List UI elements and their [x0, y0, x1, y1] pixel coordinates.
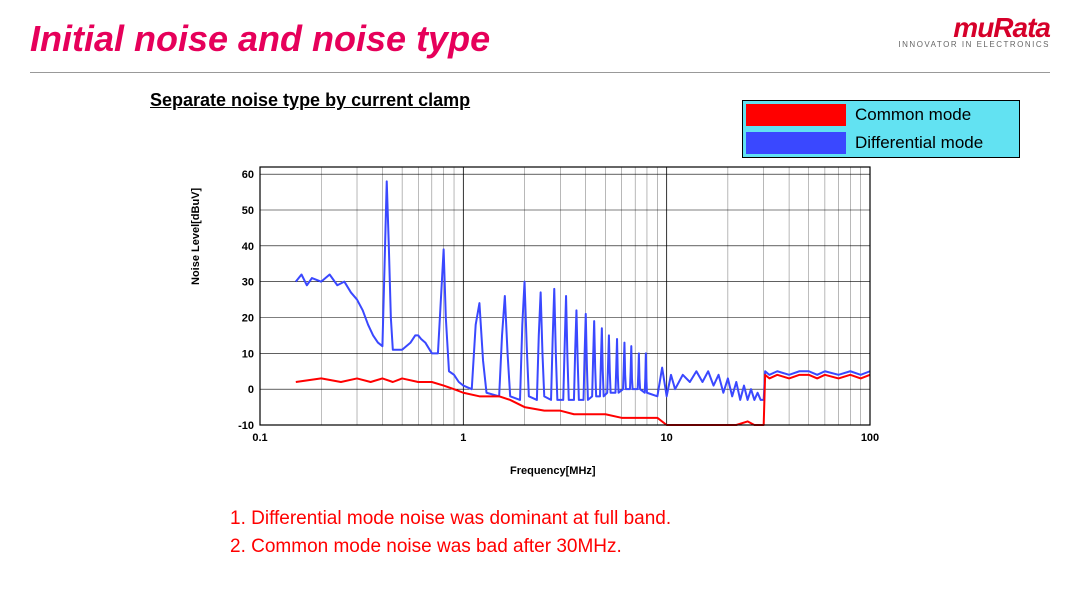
svg-text:0: 0 — [248, 384, 254, 396]
legend-swatch-differential — [746, 132, 846, 154]
legend-label-differential: Differential mode — [849, 133, 1019, 153]
legend-label-common: Common mode — [849, 105, 1019, 125]
svg-text:60: 60 — [242, 169, 254, 181]
svg-text:0.1: 0.1 — [252, 432, 267, 444]
note-2: 2. Common mode noise was bad after 30MHz… — [230, 533, 671, 561]
logo-tagline: INNOVATOR IN ELECTRONICS — [898, 40, 1050, 49]
svg-text:10: 10 — [242, 348, 254, 360]
svg-text:40: 40 — [242, 241, 254, 253]
svg-text:1: 1 — [460, 432, 466, 444]
x-axis-label: Frequency[MHz] — [510, 465, 596, 477]
note-1: 1. Differential mode noise was dominant … — [230, 505, 671, 533]
svg-text:10: 10 — [661, 432, 673, 444]
notes: 1. Differential mode noise was dominant … — [230, 505, 671, 560]
svg-text:20: 20 — [242, 313, 254, 325]
legend-swatch-common — [746, 104, 846, 126]
legend-item-common: Common mode — [743, 101, 1019, 129]
chart-svg: -10 0 10 20 30 40 50 60 0.1 1 10 100 — [200, 155, 880, 475]
page-title: Initial noise and noise type — [30, 18, 490, 60]
svg-text:30: 30 — [242, 277, 254, 289]
svg-text:-10: -10 — [238, 420, 254, 432]
legend-item-differential: Differential mode — [743, 129, 1019, 157]
noise-chart: Noise Level[dBuV] -1001020304050600.1110… — [200, 155, 880, 475]
brand-logo: muRata INNOVATOR IN ELECTRONICS — [898, 12, 1050, 49]
svg-text:100: 100 — [861, 432, 879, 444]
chart-subtitle: Separate noise type by current clamp — [150, 90, 470, 111]
chart-legend: Common mode Differential mode — [742, 100, 1020, 158]
divider — [30, 72, 1050, 73]
svg-text:50: 50 — [242, 205, 254, 217]
